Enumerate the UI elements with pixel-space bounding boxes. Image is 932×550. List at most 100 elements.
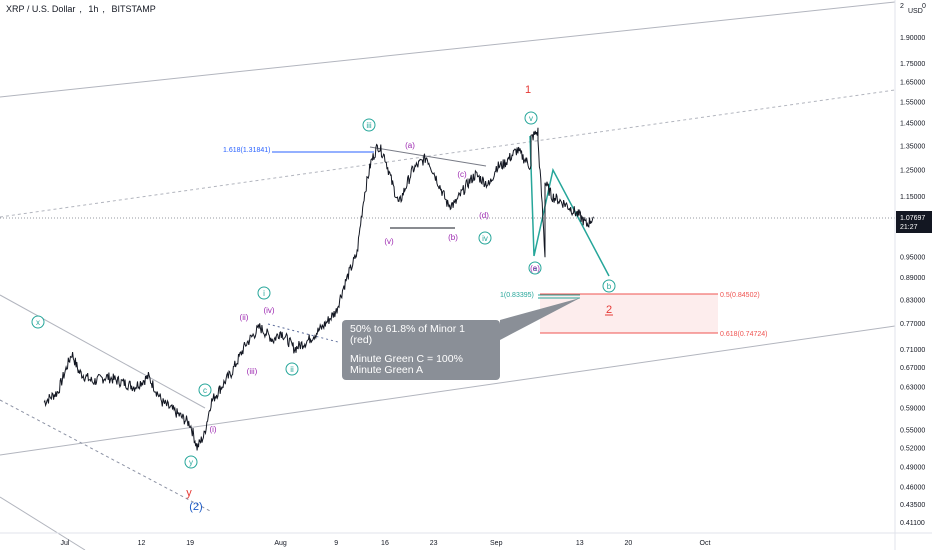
- wave-label: a: [533, 264, 538, 273]
- wave-label: (2): [189, 501, 202, 513]
- triangle-upper-line: [369, 146, 487, 167]
- wave-label: (a): [405, 141, 415, 150]
- wave-label: (e): [530, 264, 540, 273]
- time-axis[interactable]: Jul 12 19 Aug 9 16 23 Sep 13 20 Oct: [0, 532, 932, 547]
- time-tick-label: 9: [334, 540, 338, 547]
- price-tick-label: 0.49000: [900, 464, 925, 471]
- pattern-lines: [369, 135, 610, 277]
- exchange-name: BITSTAMP: [111, 4, 156, 14]
- time-tick-label: 12: [138, 540, 146, 547]
- axis-badges: 1.07697 21:27: [896, 211, 932, 233]
- wave-label: (ii): [240, 313, 249, 322]
- callout-note[interactable]: 50% to 61.8% of Minor 1 (red) Minute Gre…: [342, 320, 500, 380]
- price-top-small: 0: [922, 3, 926, 10]
- wave-label: (c): [457, 170, 467, 179]
- chart-header: XRP / U.S. Dollar, 1h, BITSTAMP: [6, 4, 160, 14]
- price-tick-label: 0.67000: [900, 365, 925, 372]
- callout-line-2: (red): [350, 334, 373, 346]
- fib-one-label: 1(0.83395): [500, 292, 534, 299]
- callout-line-1: 50% to 61.8% of Minor 1: [350, 323, 465, 335]
- price-tick-label: 1.55000: [900, 99, 925, 106]
- wave-circle: [31, 315, 45, 329]
- time-tick-label: 20: [625, 540, 633, 547]
- price-tick-label: 0.55000: [900, 428, 925, 435]
- downtrend-lower-line: [0, 496, 86, 550]
- time-tick-label: 19: [186, 540, 194, 547]
- price-tick-label: 1.35000: [900, 143, 925, 150]
- time-tick-label: 16: [381, 540, 389, 547]
- price-tick-label: 0.89000: [900, 275, 925, 282]
- wave-label: y: [189, 458, 193, 467]
- price-tick-label: 0.95000: [900, 255, 925, 262]
- wave-circle: [184, 455, 198, 469]
- wave-circle: [362, 118, 376, 132]
- price-tick-label: 1.75000: [900, 61, 925, 68]
- time-tick-label: 13: [576, 540, 584, 547]
- last-price-badge: [896, 211, 932, 233]
- price-tick-label: 0.71000: [900, 347, 925, 354]
- wave-label: (b): [448, 233, 458, 242]
- price-tick-label: 0.52000: [900, 445, 925, 452]
- time-tick-label: Aug: [274, 540, 287, 547]
- wave-label: b: [607, 282, 612, 291]
- price-tick-label: 0.41100: [900, 520, 925, 527]
- countdown-label: 21:27: [900, 224, 918, 231]
- wave-circle: [602, 279, 616, 293]
- price-tick-label: 1.65000: [900, 80, 925, 87]
- wave-circle: [528, 261, 542, 275]
- fib-labels: 1.618(1.31841) 1(0.83395) 0.5(0.84502) 0…: [223, 147, 767, 338]
- price-tick-label: 1.25000: [900, 168, 925, 175]
- fib-lines: [272, 151, 718, 334]
- wave-label: x: [36, 318, 40, 327]
- wave-circle: [198, 383, 212, 397]
- abc-path: [529, 135, 610, 277]
- price-line: [43, 127, 595, 451]
- fib-618-label: 0.618(0.74724): [720, 331, 767, 338]
- dashed-channel-line: [0, 399, 213, 513]
- price-tick-label: 0.63000: [900, 385, 925, 392]
- price-tick-label: 1.15000: [900, 194, 925, 201]
- wave-label: 2: [606, 304, 612, 316]
- price-tick-label: 1.90000: [900, 35, 925, 42]
- price-axis[interactable]: 1.90000 1.75000 1.65000 1.55000 1.45000 1.350…: [894, 0, 926, 550]
- wave-label: iii: [366, 121, 372, 130]
- price-tick-label: 0.43500: [900, 502, 925, 509]
- wave-label: v: [529, 114, 533, 123]
- header-sep: ,: [102, 4, 105, 14]
- fib-ext-label: 1.618(1.31841): [223, 147, 270, 154]
- wave-label: (iii): [247, 367, 258, 376]
- wave-circle: [524, 111, 538, 125]
- price-tick-label: 0.46000: [900, 484, 925, 491]
- symbol-name[interactable]: XRP / U.S. Dollar: [6, 4, 76, 14]
- wave-label: y: [186, 487, 192, 499]
- wave-labels: 12(2)yxyiiiiiiivvabc(i)(ii)(iii)(iv)(v)(…: [31, 84, 616, 513]
- last-price-label: 1.07697: [900, 215, 925, 222]
- wave-circle: [285, 362, 299, 376]
- target-zone: [540, 294, 718, 333]
- channel-bottom-line: [0, 325, 896, 456]
- wave-label: (d): [479, 211, 489, 220]
- timeframe[interactable]: 1h: [88, 4, 99, 14]
- time-tick-label: 23: [430, 540, 438, 547]
- price-tick-label: 0.59000: [900, 405, 925, 412]
- channel-lines: [0, 1, 896, 550]
- price-tick-label: 0.83000: [900, 297, 925, 304]
- callout-line-4: Minute Green A: [350, 364, 423, 376]
- time-tick-label: Jul: [60, 540, 69, 547]
- downtrend-upper-line: [0, 294, 206, 409]
- currency-label[interactable]: USD: [908, 8, 923, 15]
- wave-circle: [257, 286, 271, 300]
- wave-ii-dashed-line: [267, 323, 339, 343]
- wave-label: (iv): [263, 306, 274, 315]
- wave-circle: [478, 231, 492, 245]
- time-tick-label: Sep: [490, 540, 503, 547]
- header-sep: ,: [79, 4, 82, 14]
- channel-mid-line: [0, 89, 896, 218]
- wave-label: 1: [525, 84, 531, 96]
- price-top-label: 2: [900, 3, 904, 10]
- fib-half-label: 0.5(0.84502): [720, 292, 760, 299]
- wave-label: ii: [290, 365, 294, 374]
- price-tick-label: 0.77000: [900, 321, 925, 328]
